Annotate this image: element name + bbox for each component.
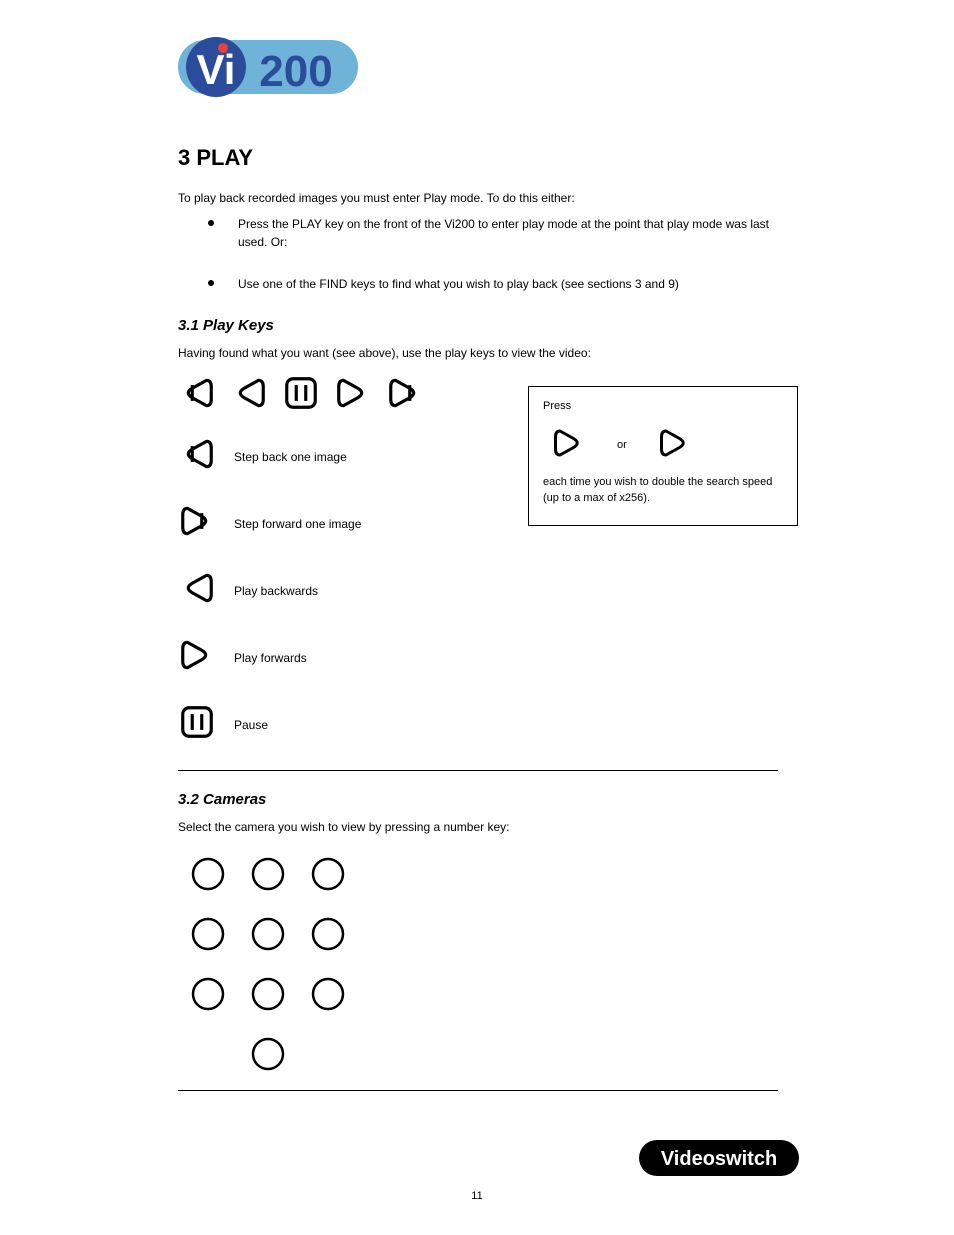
play-icon <box>334 374 372 417</box>
rewind-icon <box>178 569 216 612</box>
rewind-icon <box>230 374 268 417</box>
control-label: Pause <box>234 718 268 732</box>
keypad-key-4 <box>178 904 238 964</box>
control-step-forward: Step forward one image <box>178 502 778 545</box>
bullet-text: Use one of the FIND keys to find what yo… <box>238 275 679 293</box>
keypad-key-6 <box>298 904 358 964</box>
step-forward-icon <box>386 374 424 417</box>
pause-icon <box>178 703 216 746</box>
keypad-key-8 <box>238 964 298 1024</box>
step-forward-icon <box>178 502 216 545</box>
bullet-dot-icon <box>208 280 214 286</box>
controls-intro: Having found what you want (see above), … <box>178 344 778 362</box>
divider <box>178 1090 778 1091</box>
pause-icon <box>282 374 320 417</box>
keypad-key-2 <box>238 844 298 904</box>
divider <box>178 770 778 771</box>
keypad-key-1 <box>178 844 238 904</box>
cameras-intro: Select the camera you wish to view by pr… <box>178 818 778 836</box>
control-step-back: Step back one image <box>178 435 778 478</box>
bullet-item: Press the PLAY key on the front of the V… <box>208 215 778 251</box>
step-back-icon <box>178 435 216 478</box>
keypad-key-7 <box>178 964 238 1024</box>
page-number: 11 <box>471 1190 482 1202</box>
product-logo: Vi 200 <box>178 28 358 111</box>
bullet-dot-icon <box>208 220 214 226</box>
bullet-text: Press the PLAY key on the front of the V… <box>238 215 778 251</box>
svg-text:Videoswitch: Videoswitch <box>661 1148 777 1170</box>
svg-text:200: 200 <box>259 47 332 96</box>
keypad-key-5 <box>238 904 298 964</box>
keypad-key-9 <box>298 964 358 1024</box>
cameras-heading: 3.2 Cameras <box>178 791 778 808</box>
keypad <box>178 844 778 1084</box>
step-back-icon <box>178 374 216 417</box>
bullet-list: Press the PLAY key on the front of the V… <box>208 215 778 293</box>
control-label: Step forward one image <box>234 517 361 531</box>
play-icon <box>178 636 216 679</box>
play-keys-heading: 3.1 Play Keys <box>178 317 778 334</box>
control-label: Play backwards <box>234 584 318 598</box>
control-play: Play forwards <box>178 636 778 679</box>
playback-key-row <box>178 374 778 417</box>
svg-text:Vi: Vi <box>197 46 236 93</box>
videoswitch-logo: Videoswitch <box>639 1140 799 1181</box>
vi200-logo-svg: Vi 200 <box>178 28 358 106</box>
control-label: Step back one image <box>234 450 347 464</box>
intro-text: To play back recorded images you must en… <box>178 189 778 207</box>
control-label: Play forwards <box>234 651 307 665</box>
control-pause: Pause <box>178 703 778 746</box>
keypad-key-0 <box>238 1024 298 1084</box>
keypad-key-3 <box>298 844 358 904</box>
bullet-item: Use one of the FIND keys to find what yo… <box>208 275 778 293</box>
control-rewind: Play backwards <box>178 569 778 612</box>
play-heading: 3 PLAY <box>178 145 778 171</box>
